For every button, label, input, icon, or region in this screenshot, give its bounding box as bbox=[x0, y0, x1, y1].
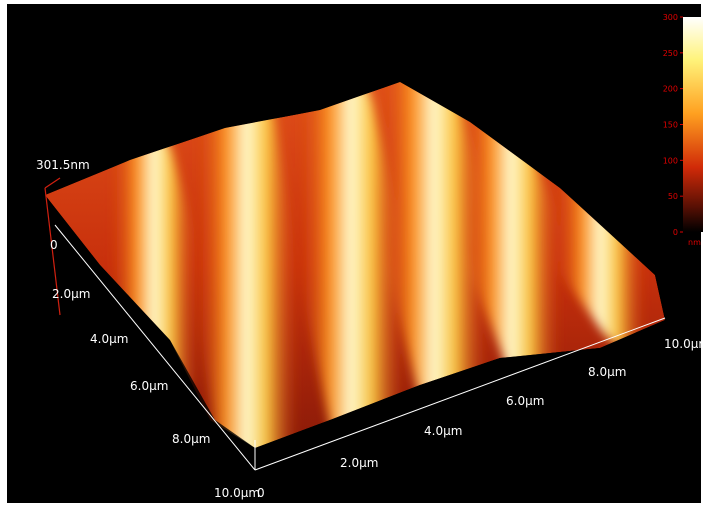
ridge bbox=[514, 146, 665, 351]
left-axis-label: 4.0µm bbox=[90, 332, 128, 346]
colorbar-tick-label: 250 bbox=[663, 49, 678, 58]
colorbar-tick-label: 0 bbox=[673, 228, 678, 237]
right-axis-label: 4.0µm bbox=[424, 424, 462, 438]
colorbar-tick-label: 150 bbox=[663, 121, 678, 130]
left-axis-label: 2.0µm bbox=[52, 287, 90, 301]
surface bbox=[45, 82, 665, 448]
right-axis-origin: 0 bbox=[257, 486, 265, 500]
right-axis-label: 8.0µm bbox=[588, 365, 626, 379]
right-axis-label: 6.0µm bbox=[506, 394, 544, 408]
left-axis-label: 10.0µm bbox=[214, 486, 260, 500]
ridge bbox=[86, 121, 222, 389]
left-axis-label: 8.0µm bbox=[172, 432, 210, 446]
colorbar-tick-label: 300 bbox=[663, 13, 678, 22]
colorbar-tick-label: 200 bbox=[663, 85, 678, 94]
front-shadow bbox=[170, 320, 665, 468]
colorbar bbox=[683, 17, 703, 232]
colorbar-tick-label: 100 bbox=[663, 156, 678, 165]
ridge bbox=[173, 82, 320, 448]
colorbar-ticks: 300 250 200 150 100 50 0 bbox=[663, 13, 683, 237]
colorbar-unit: nm bbox=[688, 238, 701, 247]
right-axis-label: 10.0µm bbox=[664, 337, 708, 351]
right-axis-label: 2.0µm bbox=[340, 456, 378, 470]
ridge bbox=[266, 82, 436, 448]
z-zero-label: 0 bbox=[50, 238, 58, 252]
ridge bbox=[420, 82, 602, 395]
z-axis-top bbox=[44, 177, 61, 189]
z-axis bbox=[44, 187, 61, 316]
ridge bbox=[346, 82, 522, 424]
colorbar-tick-label: 50 bbox=[668, 192, 678, 201]
axes bbox=[54, 224, 666, 471]
left-axis-label: 6.0µm bbox=[130, 379, 168, 393]
z-max-label: 301.5nm bbox=[36, 158, 90, 172]
